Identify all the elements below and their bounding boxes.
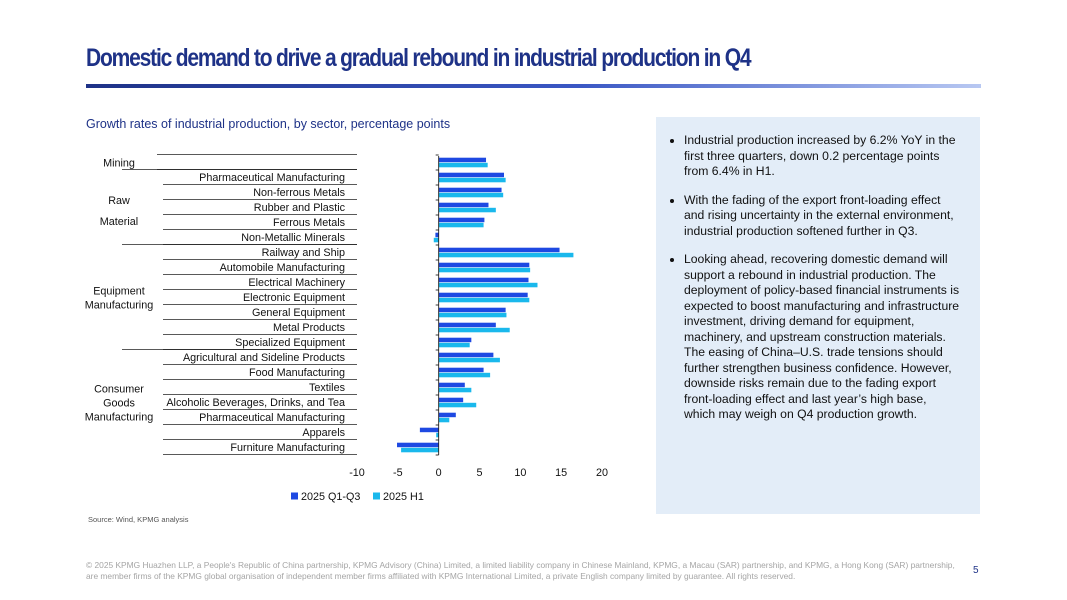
category-label: Automobile Manufacturing: [220, 262, 345, 274]
bar-q1-q3: [438, 367, 484, 373]
category-label: Textiles: [309, 382, 346, 394]
category-label: Agricultural and Sideline Products: [183, 352, 346, 364]
category-label: Electrical Machinery: [248, 277, 345, 289]
bar-h1: [438, 417, 450, 423]
bar-h1: [436, 432, 439, 438]
category-label: Food Manufacturing: [249, 367, 345, 379]
x-tick-label: -5: [393, 467, 403, 479]
slide-title: Domestic demand to drive a gradual rebou…: [86, 44, 752, 72]
category-label: Metal Products: [273, 322, 346, 334]
category-label: Electronic Equipment: [243, 292, 345, 304]
bullet-1: Industrial production increased by 6.2% …: [684, 133, 960, 180]
x-tick-label: 20: [596, 467, 608, 479]
bar-q1-q3: [438, 337, 472, 343]
bar-h1: [438, 342, 470, 348]
category-label: Ferrous Metals: [273, 217, 346, 229]
group-label-1-0: Raw: [108, 195, 130, 207]
bar-h1: [438, 162, 488, 168]
category-label: General Equipment: [252, 307, 345, 319]
title-underline: [86, 84, 981, 88]
chart-title: Growth rates of industrial production, b…: [86, 117, 451, 131]
bar-q1-q3: [438, 382, 465, 388]
bar-q1-q3: [438, 262, 530, 268]
source-note: Source: Wind, KPMG analysis: [88, 515, 189, 524]
bullet-3: Looking ahead, recovering domestic deman…: [684, 252, 960, 423]
bar-h1: [438, 387, 472, 393]
bar-q1-q3: [438, 217, 485, 223]
bullet-2: With the fading of the export front-load…: [684, 193, 960, 240]
bar-q1-q3: [438, 322, 496, 328]
category-label: Railway and Ship: [262, 247, 345, 259]
bar-q1-q3: [438, 277, 529, 283]
bar-q1-q3: [438, 172, 504, 178]
page-number: 5: [973, 565, 979, 576]
x-tick-label: 15: [555, 467, 567, 479]
bar-h1: [438, 282, 538, 288]
category-label: Non-ferrous Metals: [253, 187, 345, 199]
group-label-2-0: Equipment: [93, 286, 145, 298]
legend-label-h1: 2025 H1: [383, 491, 424, 503]
x-tick-label: -10: [349, 467, 365, 479]
bar-h1: [438, 327, 510, 333]
category-label: Pharmaceutical Manufacturing: [199, 172, 345, 184]
bar-q1-q3: [438, 292, 528, 298]
bar-h1: [438, 402, 477, 408]
legend-swatch-q1-q3: [291, 492, 298, 500]
bar-q1-q3: [419, 427, 439, 433]
category-label: Apparels: [302, 427, 345, 439]
bar-h1: [401, 447, 439, 453]
group-label-3-1: Goods: [103, 398, 135, 410]
bar-q1-q3: [438, 187, 502, 193]
copyright-footer: © 2025 KPMG Huazhen LLP, a People's Repu…: [86, 560, 955, 581]
bar-h1: [438, 297, 530, 303]
category-label: Pharmaceutical Manufacturing: [199, 412, 345, 424]
bar-q1-q3: [438, 352, 494, 358]
bar-h1: [438, 252, 574, 258]
bar-h1: [433, 237, 439, 243]
sector-growth-chart: Mining Raw Material Pharmaceutical Manufact…: [85, 154, 608, 503]
group-label-0-0: Mining: [103, 158, 135, 170]
bar-q1-q3: [435, 232, 439, 238]
legend-swatch-h1: [373, 492, 380, 500]
group-label-3-2: Manufacturing: [85, 412, 153, 424]
bar-h1: [438, 207, 496, 213]
x-tick-label: 5: [476, 467, 482, 479]
category-label: Non-Metallic Minerals: [241, 232, 345, 244]
x-tick-label: 10: [514, 467, 526, 479]
commentary-panel: Industrial production increased by 6.2% …: [656, 117, 980, 514]
category-label: Furniture Manufacturing: [230, 442, 345, 454]
bar-h1: [438, 177, 506, 183]
bar-h1: [438, 372, 491, 378]
bar-q1-q3: [438, 397, 464, 403]
bar-q1-q3: [438, 307, 506, 313]
bar-h1: [438, 357, 500, 363]
group-label-1-1: Material: [100, 216, 138, 228]
category-label: Specialized Equipment: [235, 337, 345, 349]
bar-q1-q3: [438, 247, 560, 253]
category-label: Alcoholic Beverages, Drinks, and Tea: [166, 397, 345, 409]
group-label-3-0: Consumer: [94, 384, 144, 396]
category-label: Rubber and Plastic: [254, 202, 346, 214]
bar-q1-q3: [438, 412, 456, 418]
bar-h1: [438, 222, 484, 228]
bar-h1: [438, 192, 504, 198]
bar-q1-q3: [438, 202, 489, 208]
legend-label-q1-q3: 2025 Q1-Q3: [301, 491, 360, 503]
bar-h1: [438, 312, 507, 318]
bar-h1: [438, 267, 531, 273]
commentary-list: Industrial production increased by 6.2% …: [670, 133, 960, 423]
bar-q1-q3: [438, 157, 487, 163]
group-label-2-1: Manufacturing: [85, 300, 153, 312]
bar-q1-q3: [397, 442, 439, 448]
x-tick-label: 0: [436, 467, 442, 479]
